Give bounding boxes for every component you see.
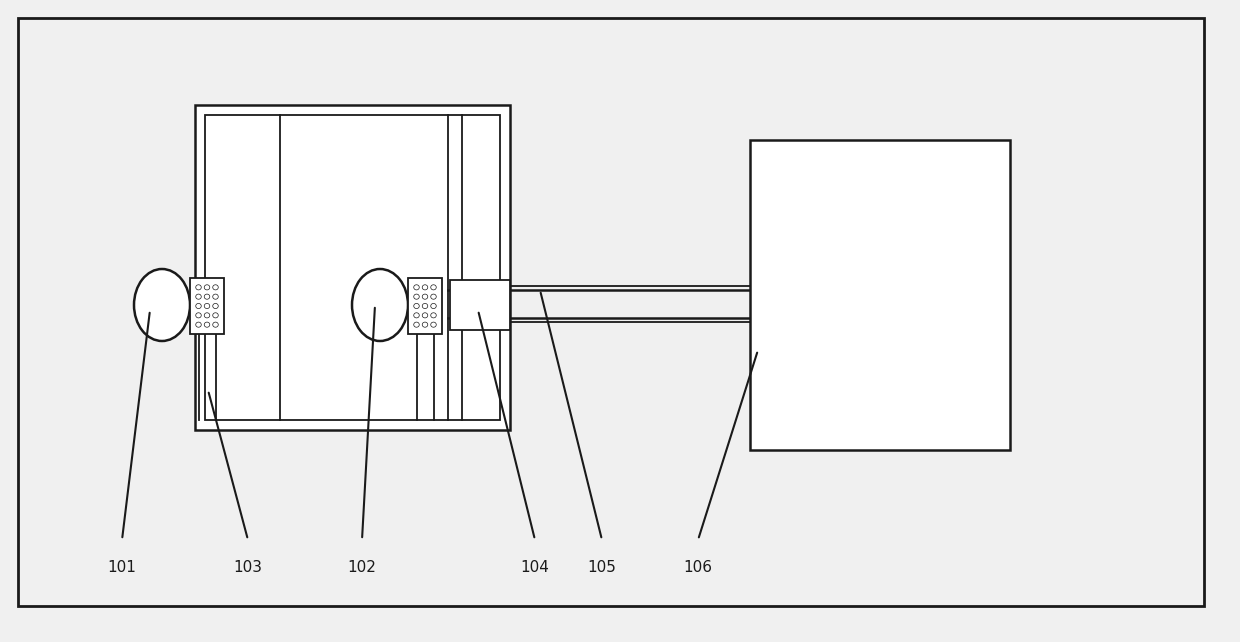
Bar — [190, 278, 224, 334]
Ellipse shape — [213, 313, 218, 318]
Ellipse shape — [205, 285, 210, 290]
Ellipse shape — [213, 285, 218, 290]
Text: 103: 103 — [233, 560, 263, 575]
Ellipse shape — [352, 269, 408, 341]
Ellipse shape — [205, 313, 210, 318]
Ellipse shape — [134, 269, 190, 341]
Bar — [205, 115, 500, 420]
Ellipse shape — [423, 322, 428, 327]
Bar — [195, 105, 510, 430]
Text: 104: 104 — [521, 560, 549, 575]
Ellipse shape — [196, 304, 201, 309]
Bar — [750, 140, 1011, 450]
Ellipse shape — [430, 322, 436, 327]
Text: 106: 106 — [683, 560, 713, 575]
Ellipse shape — [414, 294, 419, 299]
Bar — [408, 278, 441, 334]
Ellipse shape — [423, 313, 428, 318]
Text: 101: 101 — [108, 560, 136, 575]
Ellipse shape — [430, 313, 436, 318]
Ellipse shape — [414, 304, 419, 309]
Ellipse shape — [414, 285, 419, 290]
Ellipse shape — [196, 294, 201, 299]
Text: 105: 105 — [588, 560, 616, 575]
Ellipse shape — [205, 304, 210, 309]
Ellipse shape — [414, 313, 419, 318]
Ellipse shape — [423, 304, 428, 309]
Ellipse shape — [423, 294, 428, 299]
Ellipse shape — [196, 313, 201, 318]
Ellipse shape — [205, 294, 210, 299]
Ellipse shape — [423, 285, 428, 290]
Ellipse shape — [213, 322, 218, 327]
Ellipse shape — [430, 304, 436, 309]
Ellipse shape — [414, 322, 419, 327]
Ellipse shape — [430, 285, 436, 290]
Ellipse shape — [213, 294, 218, 299]
Ellipse shape — [205, 322, 210, 327]
Ellipse shape — [430, 294, 436, 299]
Text: 102: 102 — [347, 560, 377, 575]
Ellipse shape — [196, 322, 201, 327]
Bar — [450, 280, 510, 330]
Ellipse shape — [196, 285, 201, 290]
Ellipse shape — [213, 304, 218, 309]
